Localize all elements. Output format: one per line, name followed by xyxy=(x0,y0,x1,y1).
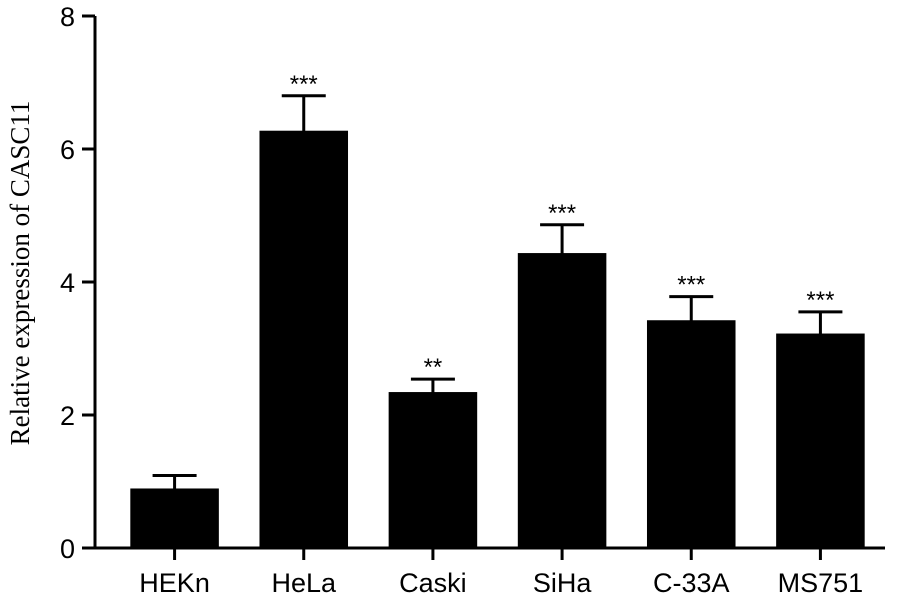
y-tick-label: 4 xyxy=(60,268,75,298)
x-category-label: C-33A xyxy=(653,568,730,598)
x-category-label: MS751 xyxy=(778,568,864,598)
bar xyxy=(646,320,736,549)
significance-label: *** xyxy=(677,272,705,299)
y-tick-label: 0 xyxy=(60,534,75,564)
y-tick-label: 8 xyxy=(60,2,75,32)
bar xyxy=(388,392,478,549)
x-category-label: Caski xyxy=(399,568,467,598)
bar xyxy=(776,333,865,549)
y-tick-label: 2 xyxy=(60,401,75,431)
bar xyxy=(517,253,607,549)
labels-group: 0 2 4 6 8 HEKn HeLa *** Caski ** SiHa *** C-33A *** MS… xyxy=(60,2,863,598)
bars-group xyxy=(130,94,865,550)
x-category-label: HeLa xyxy=(271,568,337,598)
significance-label: *** xyxy=(290,71,318,98)
significance-label: *** xyxy=(806,287,834,314)
bar xyxy=(259,130,349,550)
bar xyxy=(130,488,219,550)
y-tick-label: 6 xyxy=(60,135,75,165)
significance-label: ** xyxy=(424,354,443,381)
significance-label: *** xyxy=(548,200,576,227)
x-category-label: HEKn xyxy=(139,568,210,598)
x-category-label: SiHa xyxy=(533,568,593,598)
axes xyxy=(82,14,885,560)
y-axis-title: Relative expression of CASC11 xyxy=(5,101,35,446)
